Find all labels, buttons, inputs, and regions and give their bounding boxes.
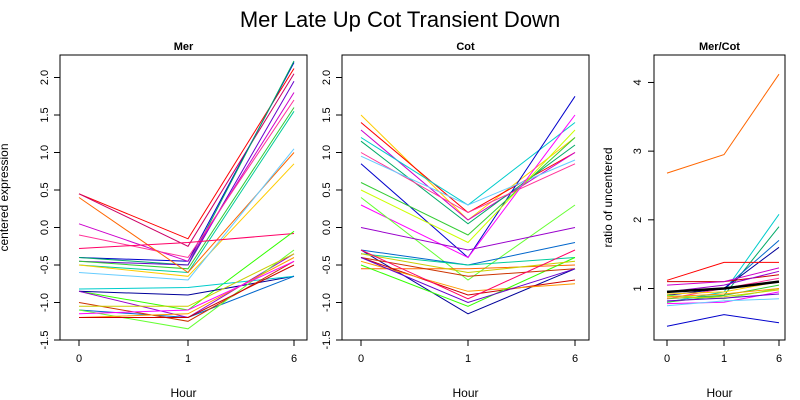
series-line [666,289,780,299]
y-tick-label: 1 [632,285,644,291]
series-line [666,280,780,294]
y-tick-label: 2.0 [321,70,333,85]
panel-mer: Mer -1.5 -1.0 -0.5 0.0 0.5 1.0 1.5 2.0 0 1 6 Hour cen… [0,41,308,400]
series-line [666,288,780,298]
series-line [78,260,295,322]
y-tick-label: 2.0 [39,70,51,85]
series-line [360,257,576,296]
series-line [360,260,576,292]
series-line [360,257,576,304]
y-axis-label: ratio of uncentered [601,147,615,247]
series-line [78,99,295,259]
series-line [360,257,576,307]
series-line [666,298,780,307]
series-line [360,197,576,281]
figure-title: Mer Late Up Cot Transient Down [240,7,560,32]
x-axis-label: Hour [706,386,732,400]
y-tick-label: 4 [632,79,644,85]
y-tick-label: -1.0 [39,293,51,312]
y-tick-label: -1.5 [39,331,51,350]
series-line [78,148,295,281]
series-line [666,293,780,302]
x-tick-label: 0 [76,353,82,365]
y-tick-label: 1.0 [39,145,51,160]
series-line [360,114,576,221]
series-line [360,129,576,244]
series-line [666,261,779,281]
x-tick-label: 0 [664,353,670,365]
x-tick-label: 6 [572,353,578,365]
plot-frame [59,54,308,341]
series-line [78,62,295,262]
series-line [79,253,295,307]
plot-frame [653,54,786,341]
panel-mer-cot: Mer/Cot 1 2 3 4 0 1 6 Hour ratio of uncentered [601,41,786,400]
series-line [78,152,295,274]
x-axis-label: Hour [170,386,196,400]
panel-title: Mer/Cot [699,41,740,53]
series-group [78,60,295,330]
x-axis-label: Hour [452,386,478,400]
series-line [666,267,780,286]
series-line [360,249,576,300]
series-line [360,253,576,274]
series-line [360,227,576,251]
y-tick-label: -1.5 [321,331,333,350]
y-tick-label: 2 [632,217,644,223]
y-tick-label: -0.5 [39,256,51,275]
series-group [666,73,780,327]
y-tick-label: -0.5 [321,256,333,275]
y-axis-label: centered expression [0,143,11,251]
series-line [78,257,295,318]
x-tick-label: 0 [358,353,364,365]
x-tick-label: 6 [291,353,297,365]
y-tick-label: 3 [632,148,644,154]
plot-frame [341,54,590,341]
panel-title: Cot [456,41,475,53]
series-line [78,275,295,290]
series-line [666,73,780,174]
series-line [360,140,576,225]
series-line [360,242,576,266]
y-tick-label: -1.0 [321,293,333,312]
y-tick-label: 0.0 [39,220,51,235]
x-tick-label: 6 [776,353,782,365]
series-line [360,129,576,221]
series-line [78,163,295,277]
x-tick-label: 1 [465,353,471,365]
x-tick-label: 1 [185,353,191,365]
y-tick-label: 0.5 [39,182,51,197]
y-tick-label: 1.5 [321,107,333,122]
series-line [360,257,576,277]
series-line [360,122,576,214]
series-line [78,68,295,240]
series-line [360,152,576,214]
x-tick-label: 1 [721,353,727,365]
series-line [78,73,295,247]
y-tick-label: 1.5 [39,107,51,122]
series-line [78,233,295,249]
series-line [78,260,295,315]
series-line [360,114,576,259]
y-tick-label: 0.5 [321,182,333,197]
series-line [666,314,780,327]
series-line [79,264,295,318]
series-line [78,111,295,274]
series-line [360,253,576,266]
series-line [78,92,295,262]
series-line [78,81,295,266]
panel-cot: Cot -1.5 -1.0 -0.5 0.0 0.5 1.0 1.5 2.0 0 1 6 Hour [321,41,590,400]
series-line [360,96,576,259]
panel-title: Mer [174,41,194,53]
y-tick-label: 0.0 [321,220,333,235]
series-group [360,96,576,315]
y-tick-label: 1.0 [321,145,333,160]
series-line [78,230,295,311]
series-line [360,155,576,206]
series-line [78,107,295,270]
series-line [360,137,576,236]
